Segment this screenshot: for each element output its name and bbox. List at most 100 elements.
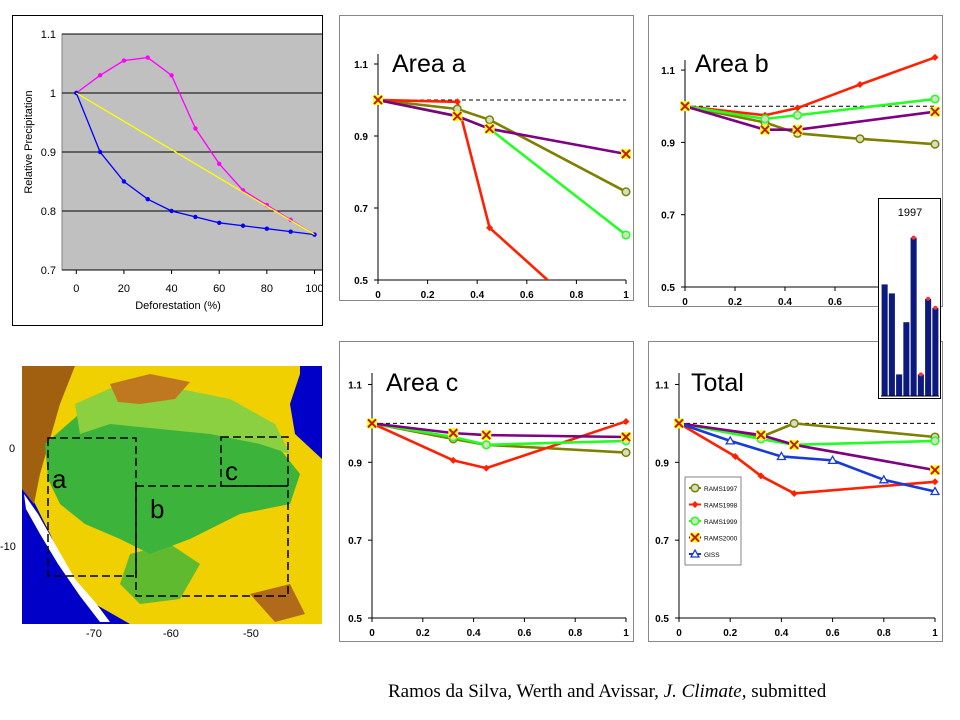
marker-diamond [691,501,699,508]
legend-entry: RAMS2000 [704,536,738,543]
inset-bar [881,284,888,396]
legend-entry: RAMS1998 [704,503,738,510]
series-line-RAMS1999 [371,422,627,447]
marker-x [621,432,631,442]
series-point-blue [240,223,246,228]
series-line-RAMS2000 [684,104,936,132]
marker-diamond [486,224,494,232]
series-point-blue [145,197,150,202]
y-tick-label: 0.9 [354,132,368,143]
y-tick-label: 1.1 [348,380,362,391]
series-line-RAMS1997 [377,98,627,193]
x-tick-label: 0.2 [416,628,430,639]
marker-circle [621,448,631,458]
marker-diamond [482,464,490,472]
map-tick-y-0: 0 [9,443,15,455]
x-tick-label: 0.6 [517,628,531,639]
y-tick-label: 0.5 [661,283,675,294]
series-line-RAMS2000 [371,422,627,439]
y-axis-label: Relative Precipitation [23,90,35,193]
x-tick-label: 1 [623,628,629,639]
series-point-magenta [97,73,103,78]
region-box-b [135,485,289,597]
marker-diamond [757,472,765,480]
marker-x [373,95,383,105]
y-tick-label: 0.5 [655,614,669,625]
legend-entry: RAMS1997 [704,486,738,493]
area-c-chart: 0.5 0.7 0.9 1.1 0 0.2 0.4 0.6 0.8 1 Area c [348,369,631,639]
series-group [680,53,940,149]
marker-diamond [731,452,739,460]
x-tick-label: 1 [623,290,629,300]
series-line-RAMS2000 [678,422,936,472]
x-tick-label: 0 [676,628,682,639]
forest-patch [120,544,200,604]
marker-triangle [827,455,838,465]
x-tick-label: 40 [165,283,177,295]
series-point-blue [97,149,103,155]
inset-title: 1997 [898,207,922,219]
citation-journal: J. Climate [663,681,742,702]
inset-bar-marker [933,305,938,310]
andes-white [24,494,110,622]
y-tick-label: 0.7 [348,536,362,547]
marker-circle [690,516,700,526]
region-label-b: b [150,494,164,524]
y-tick-label: 1 [50,88,56,100]
map-tick-y-10: -10 [0,541,16,553]
x-tick-label: 0.8 [568,628,582,639]
legend-entry: GISS [704,552,720,559]
y-tick-label: 0.7 [661,211,675,222]
area-b-chart: 0.5 0.7 0.9 1.1 0 0.2 0.4 0.6 Area b [661,50,940,308]
inset-bar [917,374,924,396]
marker-triangle [725,435,736,445]
x-tick-label: 0.4 [778,297,792,306]
y-tick-label: 0.5 [348,614,362,625]
marker-x [680,101,690,111]
marker-x [760,125,770,135]
x-tick-label: 0.6 [520,290,534,300]
marker-circle [789,418,799,428]
inset-bar-marker [918,372,923,377]
marker-circle [481,440,491,450]
marker-circle [930,94,940,104]
area-c-panel: 0.5 0.7 0.9 1.1 0 0.2 0.4 0.6 0.8 1 Area c [339,341,634,642]
marker-circle [621,187,631,197]
region-label-a: a [52,464,67,494]
series-group [367,417,631,472]
x-tick-label: 0 [375,290,381,300]
series-line-RAMS1999 [377,98,627,237]
x-tick-label: 0.6 [828,297,842,306]
map-tick-x-70: -70 [86,628,102,640]
inset-1997-panel: 1997 [878,198,941,399]
citation-status: , submitted [741,681,827,702]
marker-circle [930,436,940,446]
series-point-magenta [193,126,198,131]
series-line-GISS [678,422,936,493]
x-tick-label: 0.4 [467,628,481,639]
marker-diamond [931,478,939,486]
marker-circle [855,134,865,144]
region-box-a [47,437,137,577]
marker-triangle [878,474,889,484]
pacific-strip [22,464,118,624]
chart-title: Area c [386,369,458,397]
highland-brown-2 [250,584,305,622]
chart-title: Area a [392,50,466,78]
x-tick-label: 0.8 [877,628,891,639]
x-tick-label: 0.6 [826,628,840,639]
marker-diamond [931,53,939,61]
inset-bar [896,374,903,396]
marker-x [792,125,803,135]
marker-x [756,430,766,440]
x-axis-label: Deforestation (%) [135,300,221,312]
relative-precip-panel: 0.7 0.8 0.9 1 1.1 0 20 40 60 80 100 Deforestation (… [12,15,325,326]
y-tick-label: 0.5 [354,276,368,287]
marker-circle [621,230,631,240]
marker-diamond [794,104,801,112]
marker-x [789,440,799,450]
y-tick-label: 1.1 [655,380,669,391]
marker-x [930,465,940,475]
x-tick-label: 0.4 [470,290,484,300]
y-tick-label: 1.1 [661,66,675,77]
